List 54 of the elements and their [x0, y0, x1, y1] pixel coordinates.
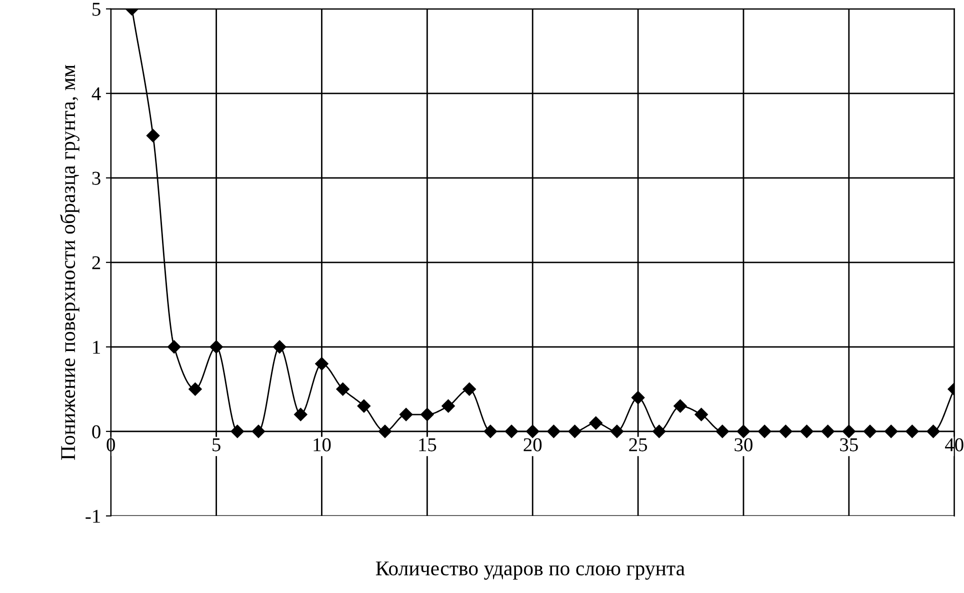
point — [526, 424, 540, 438]
point — [906, 424, 919, 438]
point — [442, 399, 455, 413]
y-tick-label: 5 — [92, 2, 100, 16]
point — [315, 357, 328, 370]
y-tick-label: 1 — [93, 340, 100, 354]
y-axis-title: Понижение поверхности образца грунта, мм — [60, 64, 80, 460]
point — [188, 382, 202, 396]
point — [504, 424, 518, 438]
point — [547, 424, 560, 438]
x-tick-label: 15 — [419, 438, 436, 452]
point — [694, 408, 708, 422]
point — [779, 424, 792, 438]
point — [484, 424, 498, 438]
point — [736, 424, 750, 438]
point — [336, 382, 350, 396]
x-tick-label: 5 — [212, 438, 220, 452]
point — [252, 424, 266, 438]
y-tick-label: 0 — [92, 425, 100, 438]
point — [758, 424, 772, 438]
point — [842, 424, 856, 438]
point — [884, 424, 898, 438]
x-tick-label: 30 — [734, 438, 752, 452]
point — [230, 424, 244, 438]
point — [357, 399, 370, 413]
point — [420, 408, 434, 422]
y-tick-label: 3 — [92, 172, 100, 185]
x-tick-label: 25 — [629, 438, 648, 452]
point — [800, 424, 814, 438]
point — [272, 340, 286, 354]
point — [294, 408, 308, 422]
point — [568, 424, 582, 438]
point — [926, 424, 940, 438]
point — [210, 340, 223, 354]
point — [652, 424, 666, 438]
point — [863, 424, 877, 438]
point — [716, 424, 729, 438]
point — [168, 340, 181, 354]
point — [462, 382, 476, 396]
y-tick-label: 2 — [92, 256, 100, 270]
x-tick-label: 35 — [840, 438, 858, 452]
point — [589, 416, 602, 430]
point — [821, 424, 834, 438]
y-tick-label: 4 — [92, 87, 101, 100]
point — [399, 408, 413, 422]
point — [378, 424, 392, 438]
x-axis-title: Количество ударов по слою грунта — [376, 562, 685, 580]
point — [674, 399, 687, 413]
point — [610, 424, 624, 438]
point — [146, 129, 160, 142]
y-tick-label: -1 — [86, 510, 100, 523]
point — [631, 391, 645, 404]
x-tick-label: 10 — [314, 438, 331, 452]
x-tick-label: 20 — [524, 438, 542, 452]
